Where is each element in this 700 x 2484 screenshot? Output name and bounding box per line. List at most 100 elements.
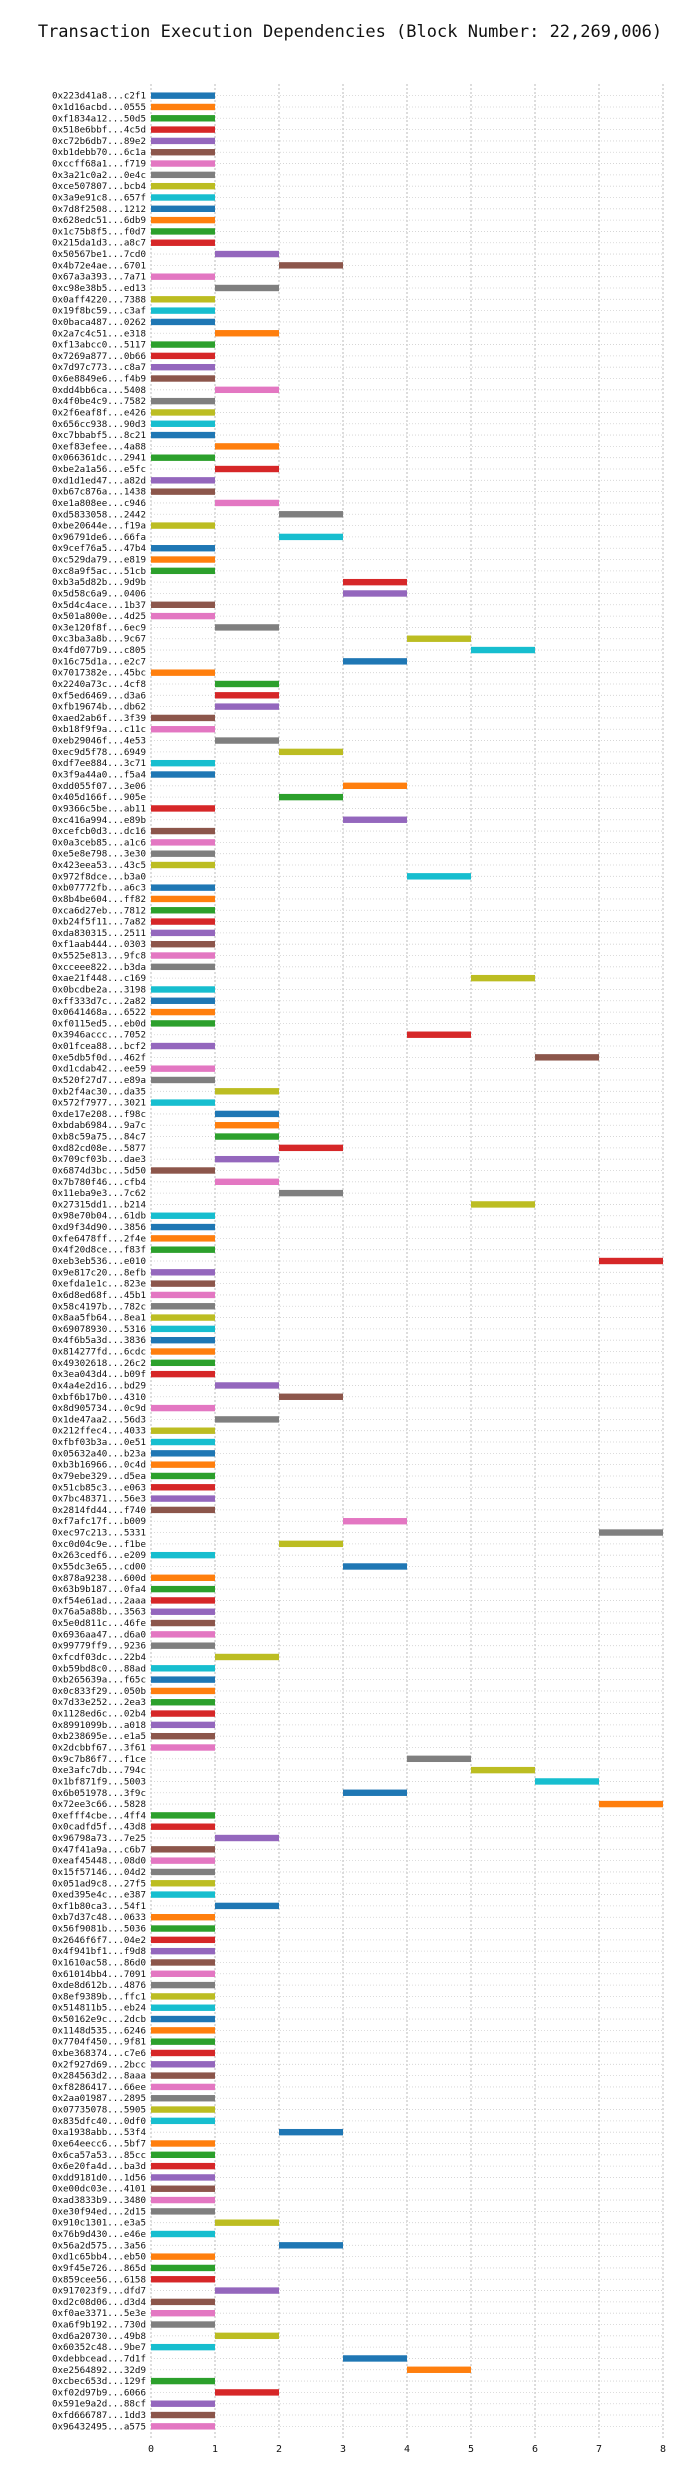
bar (151, 1687, 215, 1695)
y-tick-label: 0x5e0d811c...46fe (52, 1618, 146, 1629)
bar (151, 669, 215, 676)
y-tick-label: 0x972f8dce...b3a0 (52, 871, 146, 882)
y-tick-label: 0x6e8849e6...f4b9 (52, 374, 146, 385)
bar (343, 1563, 407, 1570)
y-tick-label: 0xb07772fb...a6c3 (52, 883, 146, 894)
bar (151, 771, 215, 778)
y-tick-label: 0xae21f448...c169 (52, 973, 146, 984)
y-tick-label: 0xb7d37c48...0633 (52, 1912, 146, 1923)
y-tick-label: 0x212ffec4...4033 (52, 1426, 146, 1437)
y-tick-label: 0x3a9e91c8...657f (52, 192, 146, 203)
y-tick-label: 0x405d166f...905e (52, 792, 146, 803)
y-tick-label: 0xfbf03b3a...0e51 (52, 1437, 146, 1448)
bar (343, 578, 407, 586)
bar (151, 918, 215, 925)
bar (407, 873, 471, 880)
y-tick-label: 0x2f927d69...2bcc (52, 2059, 146, 2070)
y-tick-label: 0x19f8bc59...c3af (52, 306, 146, 317)
bar (151, 1291, 215, 1299)
bar (151, 1868, 215, 1876)
y-tick-label: 0x8aa5fb64...8ea1 (52, 1313, 146, 1324)
y-tick-label: 0x98e70b04...61db (52, 1211, 146, 1222)
bar (151, 2377, 215, 2385)
y-tick-label: 0x0641468a...6522 (52, 1007, 146, 1018)
bar (215, 703, 279, 710)
y-tick-label: 0x656cc938...90d3 (52, 419, 146, 430)
bar (151, 1993, 215, 2000)
y-tick-label: 0xc8a9f5ac...51cb (52, 566, 146, 577)
y-tick-label: 0x4b72e4ae...6701 (52, 260, 146, 271)
bar (215, 692, 279, 699)
bar (151, 273, 215, 280)
bar (215, 2389, 279, 2396)
y-tick-label: 0xc529da79...e819 (52, 555, 146, 566)
bar (151, 1325, 215, 1333)
x-tick-label: 5 (468, 2444, 474, 2455)
y-tick-label: 0x47f41a9a...c6b7 (52, 1844, 146, 1855)
y-tick-label: 0x7704f450...9f81 (52, 2037, 146, 2048)
y-tick-label: 0x1bf871f9...5003 (52, 1776, 146, 1787)
y-tick-label: 0x6936aa47...d6a0 (52, 1629, 146, 1640)
y-tick-label: 0x1de47aa2...56d3 (52, 1414, 146, 1425)
y-tick-label: 0x8b4be604...ff82 (52, 894, 146, 905)
y-tick-label: 0xfe6478ff...2f4e (52, 1233, 146, 1244)
bar (151, 1699, 215, 1706)
bar (215, 284, 279, 292)
y-tick-label: 0x1d16acbd...0555 (52, 102, 146, 113)
bar (151, 1914, 215, 1921)
bar (151, 1336, 215, 1344)
bar (151, 477, 215, 484)
y-tick-label: 0xc98e38b5...ed13 (52, 283, 146, 294)
y-tick-label: 0x628edc51...6db9 (52, 215, 146, 226)
bar (151, 1042, 215, 1050)
bar (151, 149, 215, 156)
y-tick-label: 0x01fcea88...bcf2 (52, 1041, 146, 1052)
y-tick-label: 0x55dc3e65...cd00 (52, 1561, 146, 1572)
y-tick-label: 0xf54e61ad...2aaa (52, 1595, 146, 1606)
y-tick-label: 0x0a3ceb85...a1c6 (52, 837, 146, 848)
y-tick-label: 0xcbec653d...129f (52, 2376, 146, 2387)
bar (151, 1947, 215, 1955)
y-tick-label: 0xda830315...2511 (52, 928, 146, 939)
y-tick-label: 0xc416a994...e89b (52, 815, 146, 826)
bar (151, 1812, 215, 1819)
bar (151, 1427, 215, 1434)
bar (151, 2004, 215, 2011)
y-tick-label: 0x2dcbbf67...3f61 (52, 1743, 146, 1754)
y-tick-label: 0xff333d7c...2a82 (52, 996, 146, 1007)
x-tick-label: 7 (596, 2444, 602, 2455)
bar (151, 1721, 215, 1729)
bar (151, 205, 215, 212)
x-tick-label: 3 (340, 2444, 346, 2455)
y-tick-label: 0x0c833f29...050b (52, 1686, 146, 1697)
bar (151, 1212, 215, 1219)
bar (151, 2151, 215, 2159)
bar (343, 2355, 407, 2362)
bar (215, 1382, 279, 1389)
bar (151, 409, 215, 416)
bar (343, 1789, 407, 1796)
bar (151, 216, 215, 224)
bar (215, 1416, 279, 1423)
y-tick-label: 0x50567be1...7cd0 (52, 249, 146, 260)
y-tick-label: 0x11eba9e3...7c62 (52, 1188, 146, 1199)
y-tick-label: 0xad3833b9...3480 (52, 2195, 146, 2206)
bar (151, 861, 215, 869)
y-tick-label: 0x1128ed6c...02b4 (52, 1709, 147, 1720)
y-tick-label: 0xfd666787...1dd3 (52, 2410, 146, 2421)
bar (151, 2140, 215, 2147)
y-tick-label: 0xf0ae3371...5e3e (52, 2308, 146, 2319)
bar (151, 454, 215, 461)
bar (151, 2083, 215, 2091)
y-tick-label: 0xf8286417...66ee (52, 2082, 146, 2093)
bar (151, 1438, 215, 1446)
y-tick-label: 0x3946accc...7052 (52, 1030, 146, 1041)
y-tick-label: 0x5d58c6a9...0406 (52, 588, 146, 599)
y-tick-label: 0xe3afc7db...794c (52, 1765, 146, 1776)
bar (215, 250, 279, 258)
bar (151, 2049, 215, 2057)
y-tick-label: 0x591e9a2d...88cf (52, 2399, 146, 2410)
y-tick-label: 0xf1834a12...50d5 (52, 113, 146, 124)
bar (151, 1631, 215, 1638)
bar (151, 2400, 215, 2407)
